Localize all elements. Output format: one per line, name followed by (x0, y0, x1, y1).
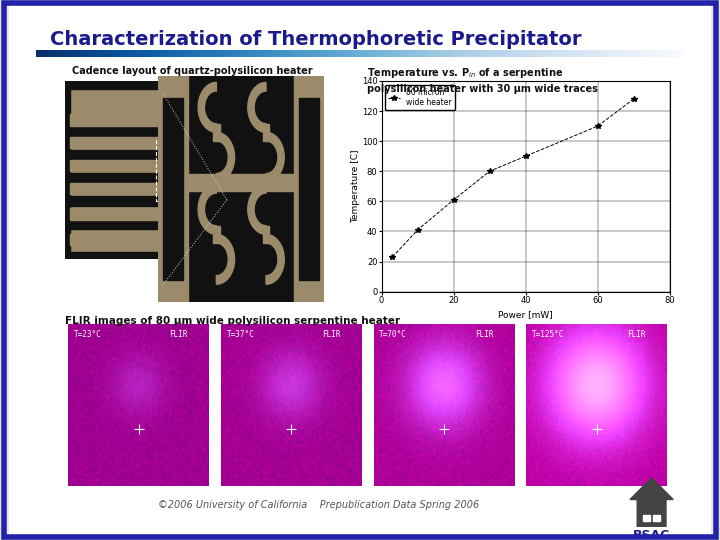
Bar (213, 226, 220, 243)
Text: FLIR images of 80 μm wide polysilicon serpentine heater: FLIR images of 80 μm wide polysilicon se… (65, 316, 400, 326)
Text: FLIR: FLIR (322, 330, 341, 340)
Polygon shape (65, 81, 230, 259)
Polygon shape (248, 185, 266, 234)
Circle shape (185, 164, 193, 177)
Text: T=37°C: T=37°C (227, 330, 254, 340)
Polygon shape (65, 89, 230, 252)
Polygon shape (630, 478, 673, 526)
Bar (70, 234, 161, 245)
Bar (199, 127, 214, 213)
Bar (70, 114, 161, 125)
Polygon shape (248, 83, 266, 132)
Polygon shape (266, 234, 284, 284)
Bar (70, 183, 161, 194)
Bar (653, 515, 660, 521)
Polygon shape (161, 137, 189, 173)
Text: FLIR: FLIR (474, 330, 493, 340)
Bar (263, 226, 269, 243)
Bar (300, 98, 319, 280)
Polygon shape (161, 167, 189, 194)
Polygon shape (266, 132, 284, 182)
Text: ©2006 University of California    Prepublication Data Spring 2006: ©2006 University of California Prepublic… (158, 500, 480, 510)
Bar (158, 76, 188, 302)
Y-axis label: Temperature [C]: Temperature [C] (351, 150, 360, 223)
Bar (70, 137, 161, 148)
Text: T=125°C: T=125°C (532, 330, 564, 340)
Bar (70, 160, 161, 171)
Bar (225, 81, 230, 259)
Polygon shape (161, 167, 189, 220)
Bar (156, 139, 214, 201)
Legend: 80 micron
wide heater: 80 micron wide heater (385, 85, 455, 110)
Bar (65, 81, 230, 89)
Bar (263, 124, 269, 141)
Bar (65, 173, 230, 183)
Bar (65, 195, 230, 206)
Bar (65, 150, 230, 160)
Polygon shape (198, 185, 217, 234)
Bar (163, 98, 183, 280)
Polygon shape (161, 114, 189, 173)
Text: Cadence layout of quartz-polysilicon heater: Cadence layout of quartz-polysilicon hea… (72, 66, 312, 77)
Text: T=23°C: T=23°C (74, 330, 102, 340)
Bar (65, 81, 70, 259)
Text: FLIR: FLIR (169, 330, 188, 340)
Polygon shape (161, 167, 189, 245)
Polygon shape (161, 160, 189, 173)
Bar (188, 184, 294, 191)
Polygon shape (198, 83, 217, 132)
Text: Characterization of Thermophoretic Precipitator: Characterization of Thermophoretic Preci… (50, 30, 582, 49)
Bar (213, 124, 220, 141)
Text: BSAC: BSAC (633, 529, 670, 540)
Polygon shape (217, 132, 235, 182)
Bar (188, 174, 294, 182)
Text: T=70°C: T=70°C (379, 330, 407, 340)
Text: FLIR: FLIR (627, 330, 646, 340)
X-axis label: Power [mW]: Power [mW] (498, 310, 553, 319)
Polygon shape (217, 234, 235, 284)
Circle shape (181, 157, 197, 183)
Bar (643, 515, 650, 521)
Bar (65, 127, 230, 137)
Bar (65, 252, 230, 259)
Bar (70, 208, 161, 220)
Text: Temperature vs. P$_{in}$ of a serpentine
polysilicon heater with 30 μm wide trac: Temperature vs. P$_{in}$ of a serpentine… (367, 66, 598, 94)
Bar (194, 119, 224, 221)
Bar (294, 76, 324, 302)
Bar (65, 219, 230, 228)
